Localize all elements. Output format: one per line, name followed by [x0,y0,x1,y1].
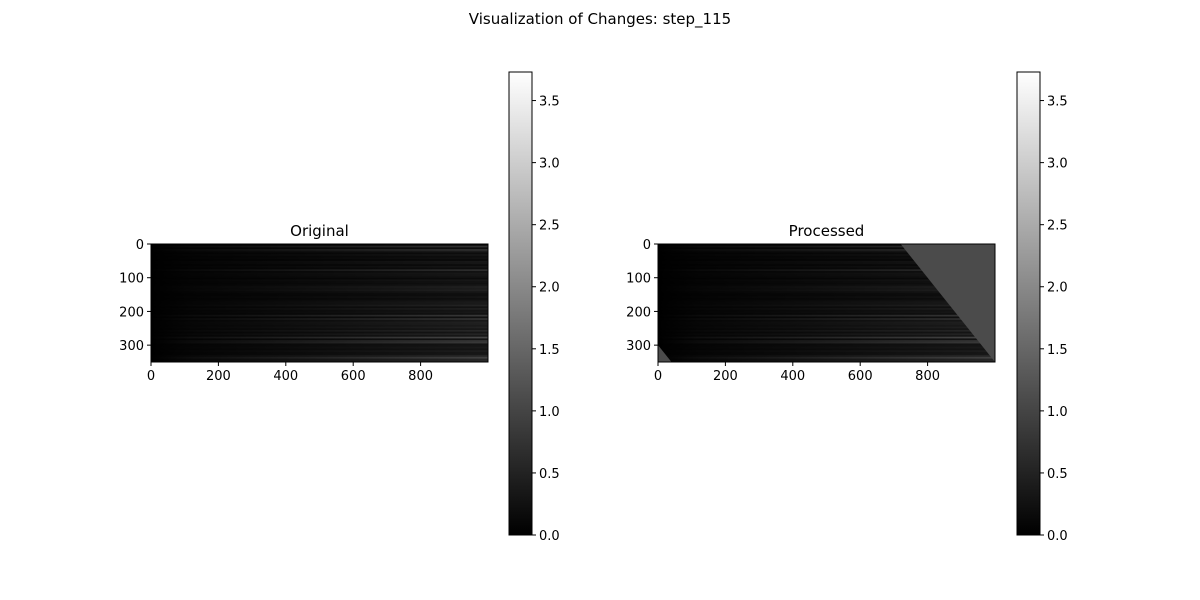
colorbar-tick-label: 1.0 [539,405,560,420]
panels: Original 0 200 400 600 800 0 100 200 300 0.0 0.5 1.0… [119,71,1068,544]
colorbar-tick-label: 2.0 [539,281,560,296]
filled-region-lower-left [658,345,672,362]
x-tick-label: 200 [713,369,738,384]
x-tick-label: 600 [341,369,366,384]
x-tick-label: 800 [915,369,940,384]
colorbar-gradient [1016,71,1041,536]
x-tick-label: 400 [273,369,298,384]
colorbar-gradient [508,71,533,536]
y-tick-label: 0 [136,238,144,253]
figure-title: Visualization of Changes: step_115 [469,10,731,29]
y-tick-label: 0 [643,238,651,253]
colorbar: 0.0 0.5 1.0 1.5 2.0 2.5 3.0 3.5 [1016,71,1068,544]
x-tick-label: 400 [780,369,805,384]
x-tick-label: 600 [848,369,873,384]
colorbar-tick-label: 1.0 [1047,405,1068,420]
panel-title: Processed [789,222,865,240]
heatmap-image [151,244,488,363]
colorbar-tick-label: 0.5 [539,467,560,482]
colorbar-tick-label: 0.0 [1047,529,1068,544]
colorbar-tick-label: 1.5 [1047,343,1068,358]
axes-frame [150,243,489,363]
colorbar-tick-label: 0.0 [539,529,560,544]
x-tick-label: 800 [408,369,433,384]
colorbar: 0.0 0.5 1.0 1.5 2.0 2.5 3.0 3.5 [508,71,560,544]
y-tick-label: 200 [119,305,144,320]
panel-original: Original 0 200 400 600 800 0 100 200 300 0.0 0.5 1.0… [119,71,560,544]
panel-processed: Processed 0 200 400 600 800 0 100 200 300 0.0 0.5 1.… [626,71,1068,544]
axes-frame [657,243,996,363]
colorbar-tick-label: 2.5 [1047,219,1068,234]
colorbar-tick-label: 3.0 [539,157,560,172]
colorbar-tick-label: 0.5 [1047,467,1068,482]
x-tick-label: 200 [206,369,231,384]
heatmap-shading [151,244,488,362]
x-tick-label: 0 [147,369,155,384]
filled-region-upper-right [900,244,995,362]
y-tick-label: 200 [626,305,651,320]
x-tick-label: 0 [654,369,662,384]
y-tick-label: 300 [626,339,651,354]
colorbar-tick-label: 3.0 [1047,157,1068,172]
colorbar-tick-label: 3.5 [1047,95,1068,110]
colorbar-tick-label: 3.5 [539,95,560,110]
y-tick-label: 100 [119,272,144,287]
y-tick-label: 300 [119,339,144,354]
colorbar-tick-label: 2.5 [539,219,560,234]
heatmap-image [658,244,995,363]
panel-title: Original [290,222,349,240]
colorbar-tick-label: 2.0 [1047,281,1068,296]
y-tick-label: 100 [626,272,651,287]
colorbar-tick-label: 1.5 [539,343,560,358]
